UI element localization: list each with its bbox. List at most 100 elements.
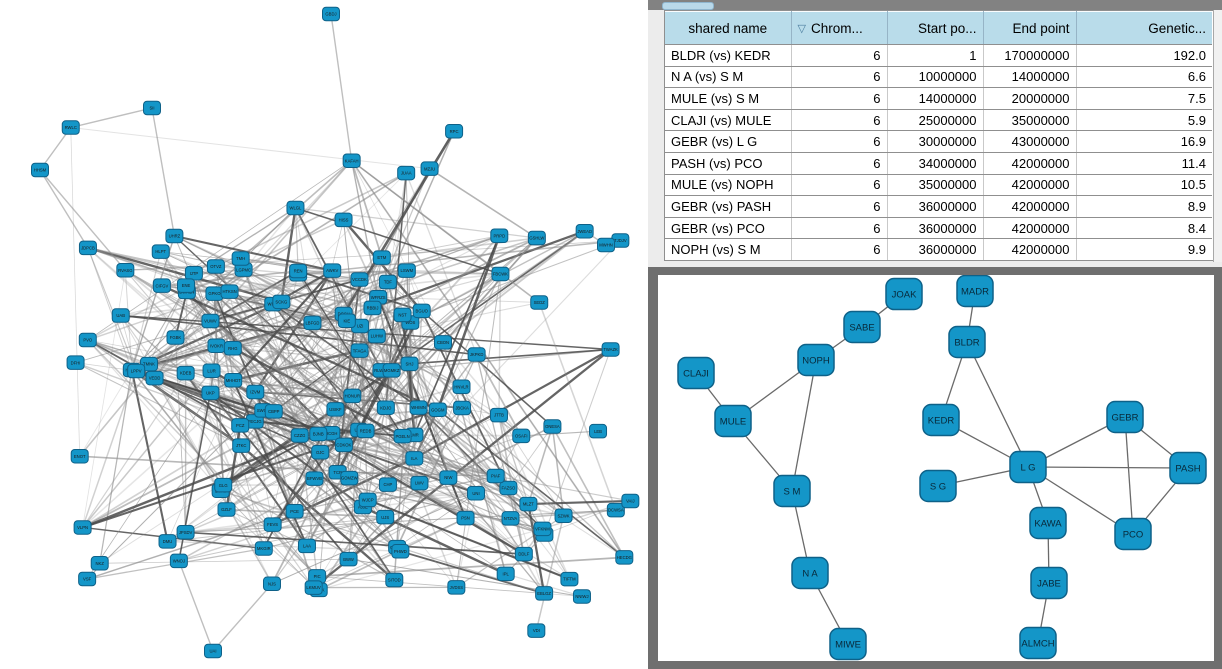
network-node[interactable]: VFKNM xyxy=(533,521,552,537)
network-node[interactable]: TIFTM xyxy=(560,571,579,587)
network-node[interactable]: EBLGZ xyxy=(535,586,554,601)
network-node[interactable]: VSF xyxy=(78,571,97,587)
network-node[interactable]: PIAF xyxy=(486,468,505,484)
network-node[interactable]: LPPV xyxy=(127,363,146,379)
vertical-scrollbar[interactable] xyxy=(1213,10,1222,262)
table-row[interactable]: MULE (vs) S M 6 14000000 20000000 7.5 xyxy=(665,87,1212,110)
network-node[interactable]: VDI xyxy=(527,623,546,638)
network-node[interactable]: USIKF xyxy=(326,402,345,417)
table-row[interactable]: N A (vs) S M 6 10000000 14000000 6.6 xyxy=(665,66,1212,89)
network-node[interactable]: RPC xyxy=(445,124,464,139)
network-node[interactable]: DCWSA xyxy=(606,502,625,518)
network-node[interactable]: ETM xyxy=(372,250,391,265)
network-node[interactable]: JOAK xyxy=(885,277,923,311)
network-node[interactable]: ONESA xyxy=(543,419,562,434)
network-node[interactable]: BGUO xyxy=(412,303,431,319)
filter-icon[interactable]: ▽ xyxy=(797,22,806,35)
network-node[interactable]: HISS xyxy=(334,212,353,228)
network-node[interactable]: JTTB xyxy=(489,407,508,423)
network-node[interactable]: LBFGD xyxy=(303,315,322,331)
network-node[interactable]: SII xyxy=(143,100,161,116)
network-node[interactable]: WHIMN xyxy=(409,400,428,415)
network-node[interactable]: LAA xyxy=(297,538,316,554)
horizontal-scrollbar[interactable] xyxy=(648,0,1222,10)
network-node[interactable]: GOGM xyxy=(428,402,447,417)
network-node[interactable]: LUR xyxy=(202,363,221,379)
network-node[interactable]: BLDR xyxy=(948,325,986,359)
network-node[interactable]: JVDSS xyxy=(447,580,466,595)
network-node[interactable]: SHJ xyxy=(400,356,419,372)
network-node[interactable]: LEB xyxy=(589,423,608,439)
network-node[interactable]: WNOJ xyxy=(169,553,188,569)
network-node[interactable]: TDF xyxy=(378,274,397,290)
network-node[interactable]: JKPKD xyxy=(467,347,486,362)
network-node[interactable]: FEVS xyxy=(263,517,282,532)
network-node[interactable]: NOPH xyxy=(797,343,835,377)
network-node[interactable]: NJS xyxy=(262,576,281,592)
network-node[interactable]: IVOKR xyxy=(207,338,226,353)
network-node[interactable]: FAZSO xyxy=(499,480,518,496)
network-node[interactable]: REN xyxy=(289,263,308,279)
network-node[interactable]: ILA xyxy=(405,451,424,466)
network-node[interactable]: GLG xyxy=(214,477,233,493)
network-node[interactable]: NNIWJ xyxy=(572,589,591,604)
network-node[interactable]: VEDD xyxy=(145,370,164,386)
network-node[interactable]: HONUR xyxy=(343,388,362,404)
network-node[interactable]: OSAFI xyxy=(512,428,531,444)
network-node[interactable]: S G xyxy=(919,469,957,503)
network-node[interactable]: HTKSN xyxy=(220,284,239,299)
table-row[interactable]: GEBR (vs) PASH 6 36000000 42000000 8.9 xyxy=(665,195,1212,218)
column-header-end-point[interactable]: End point xyxy=(983,11,1077,45)
network-node[interactable]: ENE xyxy=(177,278,196,293)
network-node[interactable]: AWKV xyxy=(323,263,342,278)
network-node[interactable]: TFAGA xyxy=(350,343,369,358)
network-node[interactable]: KAWA xyxy=(1029,506,1067,540)
network-node[interactable]: GSHLW xyxy=(527,230,546,246)
network-edge[interactable] xyxy=(966,341,1029,468)
network-node[interactable]: RVASG xyxy=(116,262,135,278)
network-node[interactable]: MHHDT xyxy=(224,372,243,388)
network-node[interactable]: PVO xyxy=(78,332,97,348)
network-node[interactable]: CHP xyxy=(378,477,397,492)
network-node[interactable]: NST xyxy=(393,307,412,323)
network-node[interactable]: UNI xyxy=(467,485,486,501)
network-node[interactable]: VLPN xyxy=(73,520,92,535)
network-node[interactable]: OJC xyxy=(311,445,330,460)
column-header-shared-name[interactable]: shared name xyxy=(665,11,792,45)
network-node[interactable]: VUWV xyxy=(201,313,220,329)
network-node[interactable]: KDJO xyxy=(376,400,395,415)
network-node[interactable]: TMH xyxy=(231,251,250,266)
network-node[interactable]: PCZ xyxy=(231,418,250,433)
network-node[interactable]: SCKG xyxy=(272,294,291,310)
network-node[interactable]: FBCWK xyxy=(491,266,510,282)
network-node[interactable]: BWW xyxy=(339,551,358,567)
network-node[interactable]: RWLC xyxy=(61,120,80,135)
column-header-genetic[interactable]: Genetic... xyxy=(1076,11,1212,45)
overview-network-canvas[interactable]: HOMPGPKOCZZGHCGHLSWMGSHLWETMIZVMRLWTCMHH… xyxy=(0,0,648,669)
network-edge[interactable] xyxy=(1124,416,1134,535)
table-row[interactable]: NOPH (vs) S M 6 36000000 42000000 9.9 xyxy=(665,238,1212,260)
network-node[interactable]: L G xyxy=(1009,450,1047,484)
network-node[interactable]: CDKOK xyxy=(334,437,353,453)
network-node[interactable]: HHSM xyxy=(31,162,49,178)
network-node[interactable]: GOMZW xyxy=(340,470,359,486)
network-node[interactable]: NKZ xyxy=(90,556,109,571)
network-node[interactable]: MKGIR xyxy=(254,541,273,556)
network-node[interactable]: MLZT xyxy=(519,496,538,512)
network-node[interactable]: PCO xyxy=(1114,517,1152,551)
network-node[interactable]: REDB xyxy=(356,423,375,439)
network-node[interactable]: N A xyxy=(791,556,829,590)
network-node[interactable]: PRPD xyxy=(490,228,509,243)
network-node[interactable]: GBDJ xyxy=(322,6,340,22)
network-node[interactable]: DMU xyxy=(158,534,177,549)
network-node[interactable]: MWHN xyxy=(597,237,615,253)
network-node[interactable]: PASH xyxy=(1169,451,1207,485)
network-node[interactable]: LWV xyxy=(410,475,429,491)
network-node[interactable]: WFRZS xyxy=(369,289,388,305)
network-node[interactable]: VCCDK xyxy=(350,272,369,287)
network-edge[interactable] xyxy=(791,359,817,492)
network-edge[interactable] xyxy=(1027,466,1189,469)
network-node[interactable]: UHRZ xyxy=(165,228,184,244)
network-node[interactable]: ENOT xyxy=(70,448,89,464)
network-node[interactable]: FGBK xyxy=(166,330,185,345)
